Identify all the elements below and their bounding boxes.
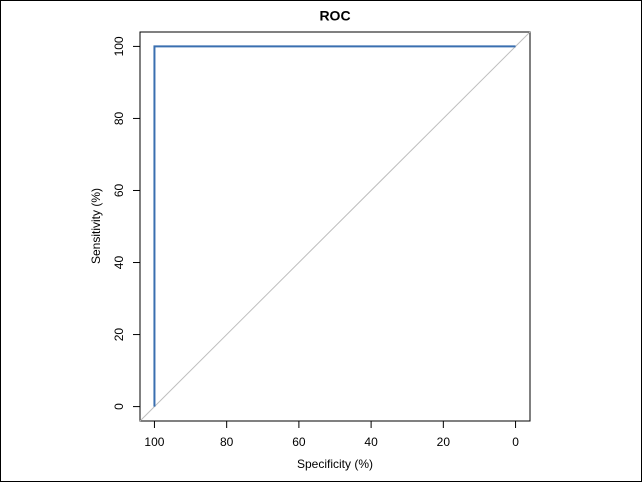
x-tick-label: 80	[220, 435, 234, 449]
diagonal	[139, 31, 531, 422]
x-tick-label: 100	[144, 435, 164, 449]
y-tick-label: 60	[112, 183, 126, 197]
plot-box	[139, 31, 531, 422]
x-tick-label: 40	[364, 435, 378, 449]
x-tick-label: 0	[512, 435, 519, 449]
y-tick-label: 0	[112, 403, 126, 410]
y-tick-label: 20	[112, 328, 126, 342]
y-tick-label: 80	[112, 111, 126, 125]
y-tick-label: 40	[112, 256, 126, 270]
chart-title: ROC	[319, 8, 350, 24]
x-tick-label: 60	[292, 435, 306, 449]
x-tick-label: 20	[437, 435, 451, 449]
y-tick-label: 100	[112, 36, 126, 56]
roc-curve	[153, 45, 516, 407]
y-axis-label: Sensitivity (%)	[89, 188, 103, 264]
x-axis-label: Specificity (%)	[297, 457, 373, 471]
